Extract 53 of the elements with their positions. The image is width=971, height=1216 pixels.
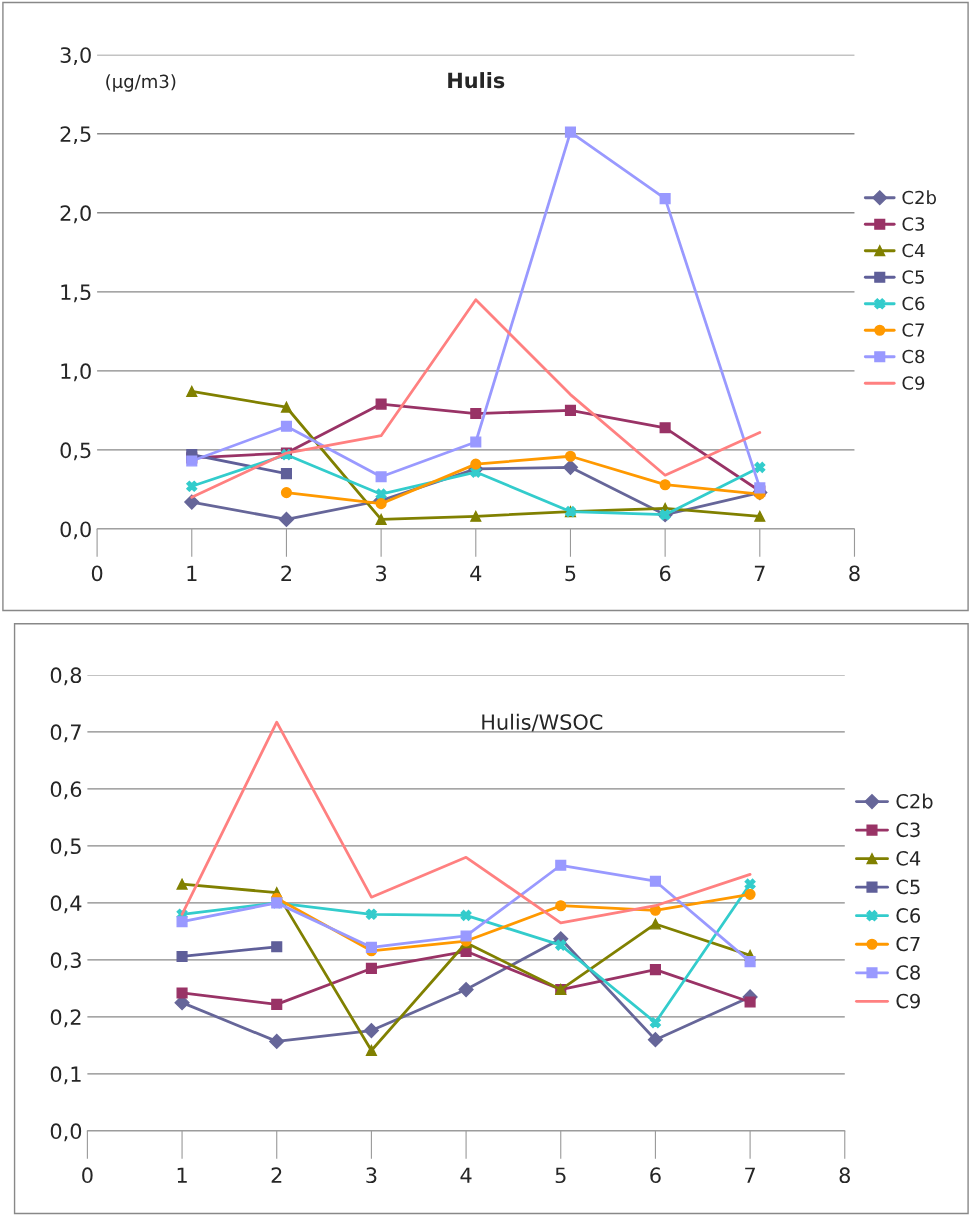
y-tick-label: 0,2: [50, 1009, 81, 1028]
legend-label: C3: [902, 217, 925, 231]
y-tick-label: 2,0: [60, 205, 91, 224]
y-tick-label: 0,8: [50, 667, 82, 686]
y-tick-label: 1,5: [61, 284, 91, 303]
legend-label: C2b: [896, 793, 933, 809]
x-tick-label: 2: [271, 1167, 282, 1183]
y-tick-label: 0,7: [50, 724, 81, 743]
x-tick-label: 2: [281, 565, 291, 581]
x-tick-label: 4: [470, 565, 482, 581]
legend-label: C7: [902, 323, 924, 337]
legend-label: C8: [902, 349, 925, 364]
x-tick-label: 7: [745, 1167, 755, 1183]
legend-label: C9: [902, 376, 925, 390]
legend-label: C6: [902, 296, 925, 311]
text: Hulis: [448, 72, 505, 89]
x-tick-label: 1: [177, 1167, 187, 1183]
x-tick-label: 6: [659, 565, 671, 582]
legend-label: C4: [896, 851, 921, 866]
legend-label: C7: [896, 936, 920, 952]
x-tick-label: 3: [376, 565, 387, 582]
y-tick-label: 0,1: [50, 1066, 81, 1085]
legend-label: C8: [896, 965, 920, 980]
legend-label: C5: [902, 270, 924, 284]
legend-label: C6: [896, 908, 921, 923]
y-tick-label: 0,5: [60, 442, 91, 461]
y-tick-label: 0,0: [60, 521, 91, 540]
x-tick-label: 3: [366, 1167, 377, 1184]
legend-label: C2b: [902, 190, 936, 205]
annotation: (µg/m3): [106, 74, 176, 92]
x-tick-label: 5: [555, 1167, 566, 1184]
text: Hulis/WSOC: [482, 713, 603, 732]
y-tick-label: 0,3: [50, 952, 81, 971]
legend-label: C3: [896, 822, 920, 838]
x-tick-label: 4: [460, 1167, 472, 1183]
legend-label: C4: [902, 243, 925, 258]
x-tick-label: 0: [82, 1167, 93, 1184]
y-tick-label: 0,5: [50, 838, 81, 857]
x-tick-label: 8: [849, 565, 860, 582]
x-tick-label: 5: [565, 565, 576, 582]
x-tick-label: 6: [650, 1167, 661, 1184]
y-tick-label: 0,6: [50, 781, 82, 800]
x-tick-label: 1: [187, 565, 197, 581]
y-tick-label: 2,5: [60, 126, 91, 145]
x-tick-label: 0: [91, 565, 103, 582]
legend-label: C5: [896, 879, 920, 895]
y-tick-label: 3,0: [60, 47, 91, 66]
x-tick-label: 7: [754, 565, 765, 581]
y-tick-label: 1,0: [61, 363, 91, 382]
y-tick-label: 0,4: [50, 895, 82, 914]
legend-label: C9: [896, 993, 920, 1009]
x-tick-label: 8: [839, 1167, 850, 1184]
y-tick-label: 0,0: [50, 1123, 82, 1142]
